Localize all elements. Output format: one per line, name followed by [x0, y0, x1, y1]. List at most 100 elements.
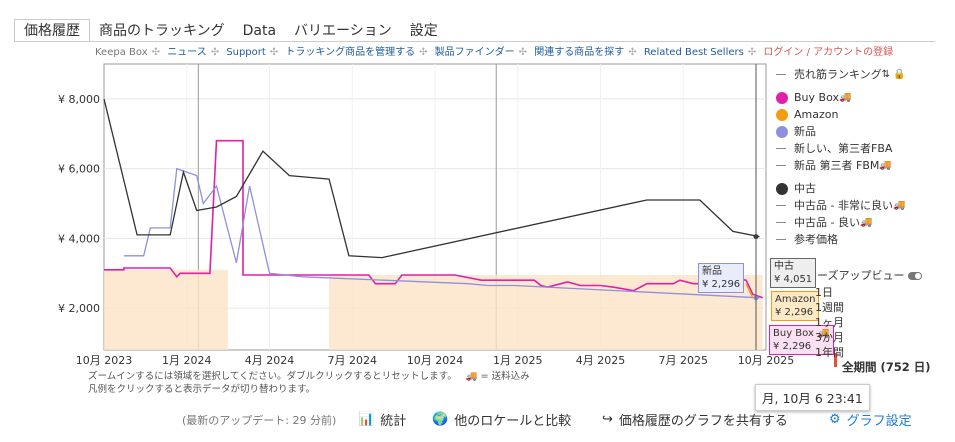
legend-label: 新品 第三者 FBM	[794, 159, 880, 172]
truck-icon: 🚚	[838, 92, 852, 103]
series-line-amazon	[745, 283, 754, 299]
separator-icon: ✣	[747, 47, 757, 58]
legend-dash-icon	[776, 74, 786, 75]
tab-tracking[interactable]: 商品のトラッキング	[99, 23, 225, 39]
stats-label: 統計	[380, 414, 407, 429]
x-tick-label: 1月 2025	[493, 354, 543, 367]
last-update: (最新のアップデート: 29 分前)	[182, 414, 337, 427]
y-tick-label: ¥ 6,000	[58, 163, 100, 176]
tooltip-amazon: Amazon ¥ 2,296	[771, 291, 820, 321]
gear-icon: ⚙	[829, 412, 841, 427]
legend: 売れ筋ランキング ⇅ 🔒 Buy Box 🚚 Amazon 新品新しい、第三者FBA 新…	[776, 66, 906, 248]
x-tick-label: 10月 2024	[407, 354, 464, 367]
legend-label: 新しい、第三者FBA	[794, 142, 893, 155]
link-product-finder[interactable]: 製品ファインダー	[434, 47, 515, 58]
legend-label: Buy Box	[794, 91, 839, 104]
tab-settings[interactable]: 設定	[409, 23, 438, 39]
x-tick-label: 10月 2025	[738, 354, 795, 367]
range-3m[interactable]: 3か月	[815, 331, 844, 344]
separator-icon: ✣	[151, 47, 160, 58]
x-tick-label: 4月 2025	[576, 354, 626, 367]
truck-icon: 🚚	[879, 160, 892, 171]
link-related-products[interactable]: 関連する商品を探す	[534, 47, 625, 58]
legend-label: Amazon	[794, 108, 839, 121]
x-tick-label: 4月 2024	[245, 354, 295, 367]
tooltip-used: 中古 ¥ 4,051	[770, 258, 817, 288]
tab-variations[interactable]: バリエーション	[294, 23, 392, 39]
legend-item[interactable]: Amazon	[776, 106, 906, 123]
tooltip-buybox-label: Buy Box 🚚	[773, 328, 830, 339]
series-lines	[103, 98, 763, 301]
link-related-best-sellers[interactable]: Related Best Sellers	[643, 47, 744, 58]
range-1d[interactable]: 1日	[815, 286, 833, 299]
legend-dash-icon	[776, 222, 786, 223]
compare-label: 他のロケールと比較	[454, 414, 572, 429]
shipping-note: = 送料込み	[480, 371, 530, 382]
legend-item[interactable]: 新しい、第三者FBA	[776, 140, 906, 157]
x-axis: 10月 2023 1月 2024 4月 2024 7月 2024 10月 2024 1月 …	[76, 354, 795, 367]
legend-label: 中古品 - 非常に良い	[794, 199, 893, 212]
truck-icon: 🚚	[859, 217, 873, 228]
legend-dash-icon	[776, 205, 786, 206]
series-line-buy-box	[104, 139, 763, 299]
stats-button[interactable]: 📊 統計	[358, 410, 406, 429]
truck-icon: 🚚	[817, 328, 830, 339]
y-tick-label: ¥ 4,000	[58, 232, 100, 245]
range-all[interactable]: 全期間 (752 日)	[842, 360, 931, 374]
tooltip-amazon-label: Amazon	[775, 294, 816, 305]
tooltip-used-value: ¥ 4,051	[774, 274, 813, 285]
legend-label: 新品	[794, 125, 816, 138]
tooltip-new-value: ¥ 2,296	[702, 279, 741, 290]
series-line-new	[123, 167, 760, 299]
tab-data[interactable]: Data	[242, 23, 277, 39]
legend-item[interactable]: 中古品 - 非常に良い 🚚	[776, 197, 906, 214]
tooltip-amazon-value: ¥ 2,296	[775, 307, 814, 318]
legend-label: 売れ筋ランキング	[794, 68, 882, 81]
range-1m[interactable]: 1ヶ月	[815, 316, 844, 329]
chart-notes: ズームインするには領域を選択してください。ダブルクリックするとリセットします。 …	[88, 370, 530, 396]
link-login[interactable]: ログイン / アカウントの登録	[763, 47, 894, 58]
globe-icon: 🌍	[432, 412, 449, 427]
legend-dash-icon	[776, 239, 786, 240]
legend-note: 凡例をクリックすると表示データが切り替わります。	[88, 384, 316, 395]
range-1w[interactable]: 1週間	[815, 301, 844, 314]
separator-icon: ✣	[210, 47, 220, 58]
separator-icon: ✣	[269, 47, 279, 58]
legend-label: 中古品 - 良い	[794, 216, 860, 229]
legend-item[interactable]: 参考価格	[776, 231, 906, 248]
separator-icon: ✣	[628, 47, 637, 58]
bar-chart-icon: 📊	[358, 412, 375, 427]
closeup-toggle[interactable]	[908, 271, 923, 280]
legend-item[interactable]: 新品	[776, 123, 906, 140]
x-tick-label: 7月 2024	[328, 354, 378, 367]
legend-label: 参考価格	[794, 233, 838, 246]
legend-item[interactable]: 新品 第三者 FBM 🚚	[776, 157, 906, 174]
x-tick-label: 10月 2023	[76, 354, 133, 367]
link-news[interactable]: ニュース	[167, 47, 207, 58]
compare-button[interactable]: 🌍 他のロケールと比較	[432, 410, 571, 429]
tab-bar: 価格履歴 商品のトラッキング Data バリエーション 設定	[14, 19, 447, 42]
legend-item[interactable]: 中古品 - 良い 🚚	[776, 214, 906, 231]
price-fill-area	[104, 269, 228, 350]
link-support[interactable]: Support	[226, 47, 266, 58]
range-1y[interactable]: 1年間	[815, 346, 844, 359]
legend-dot-icon	[776, 108, 788, 121]
link-keepa-box[interactable]: Keepa Box	[95, 47, 148, 58]
link-manage-tracking[interactable]: トラッキング商品を管理する	[285, 47, 416, 58]
fill-areas	[104, 269, 763, 350]
legend-dot-icon	[776, 91, 788, 104]
share-button[interactable]: ↪ 価格履歴のグラフを共有する	[602, 410, 788, 429]
y-axis: ¥ 8,000 ¥ 6,000 ¥ 4,000 ¥ 2,000	[58, 93, 100, 315]
tab-price-history[interactable]: 価格履歴	[14, 19, 90, 42]
tooltip-buybox-value: ¥ 2,296	[773, 341, 812, 352]
y-tick-label: ¥ 2,000	[58, 302, 100, 315]
graph-settings-button[interactable]: ⚙ グラフ設定	[829, 410, 912, 429]
legend-item[interactable]: 売れ筋ランキング ⇅ 🔒	[776, 66, 906, 83]
legend-dot-icon	[776, 125, 788, 138]
legend-item[interactable]: Buy Box 🚚	[776, 89, 906, 106]
graph-settings-label: グラフ設定	[846, 414, 912, 429]
legend-label: 中古	[794, 182, 816, 195]
tooltip-buybox: Buy Box 🚚 ¥ 2,296	[769, 325, 834, 355]
legend-item[interactable]: 中古	[776, 180, 906, 197]
